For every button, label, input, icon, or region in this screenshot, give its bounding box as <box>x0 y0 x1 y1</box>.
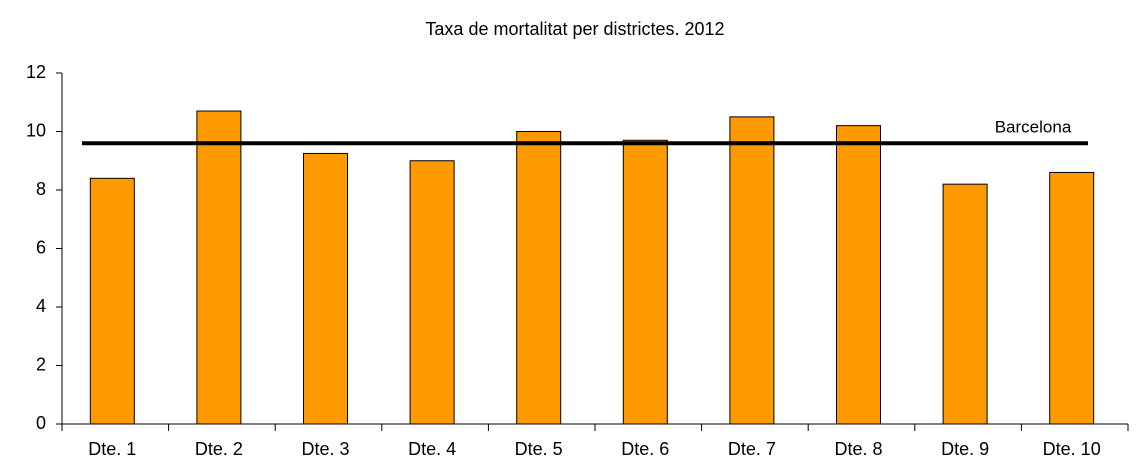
bar <box>196 110 242 425</box>
y-tick-label: 10 <box>26 120 46 140</box>
bar <box>622 139 668 425</box>
x-tick-label: Dte. 2 <box>195 439 243 459</box>
y-tick-label: 2 <box>36 354 46 374</box>
bar <box>942 183 988 425</box>
x-tick-label: Dte. 8 <box>834 439 882 459</box>
bar <box>729 116 775 425</box>
bar <box>303 152 348 425</box>
bar <box>516 131 562 425</box>
y-tick-label: 6 <box>36 237 46 257</box>
x-tick-label: Dte. 5 <box>515 439 563 459</box>
chart-title: Taxa de mortalitat per districtes. 2012 <box>425 19 724 39</box>
bar <box>89 177 135 425</box>
y-tick-label: 0 <box>36 413 46 433</box>
y-tick-label: 4 <box>36 296 46 316</box>
x-tick-label: Dte. 4 <box>408 439 456 459</box>
x-tick-label: Dte. 7 <box>728 439 776 459</box>
x-tick-label: Dte. 6 <box>621 439 669 459</box>
reference-label: Barcelona <box>995 118 1072 137</box>
x-tick-label: Dte. 10 <box>1043 439 1101 459</box>
x-tick-label: Dte. 9 <box>941 439 989 459</box>
y-tick-label: 8 <box>36 179 46 199</box>
x-tick-label: Dte. 3 <box>301 439 349 459</box>
bar <box>409 160 455 425</box>
y-tick-label: 12 <box>26 62 46 82</box>
x-tick-label: Dte. 1 <box>88 439 136 459</box>
bar <box>836 125 881 425</box>
bar <box>1049 171 1095 425</box>
